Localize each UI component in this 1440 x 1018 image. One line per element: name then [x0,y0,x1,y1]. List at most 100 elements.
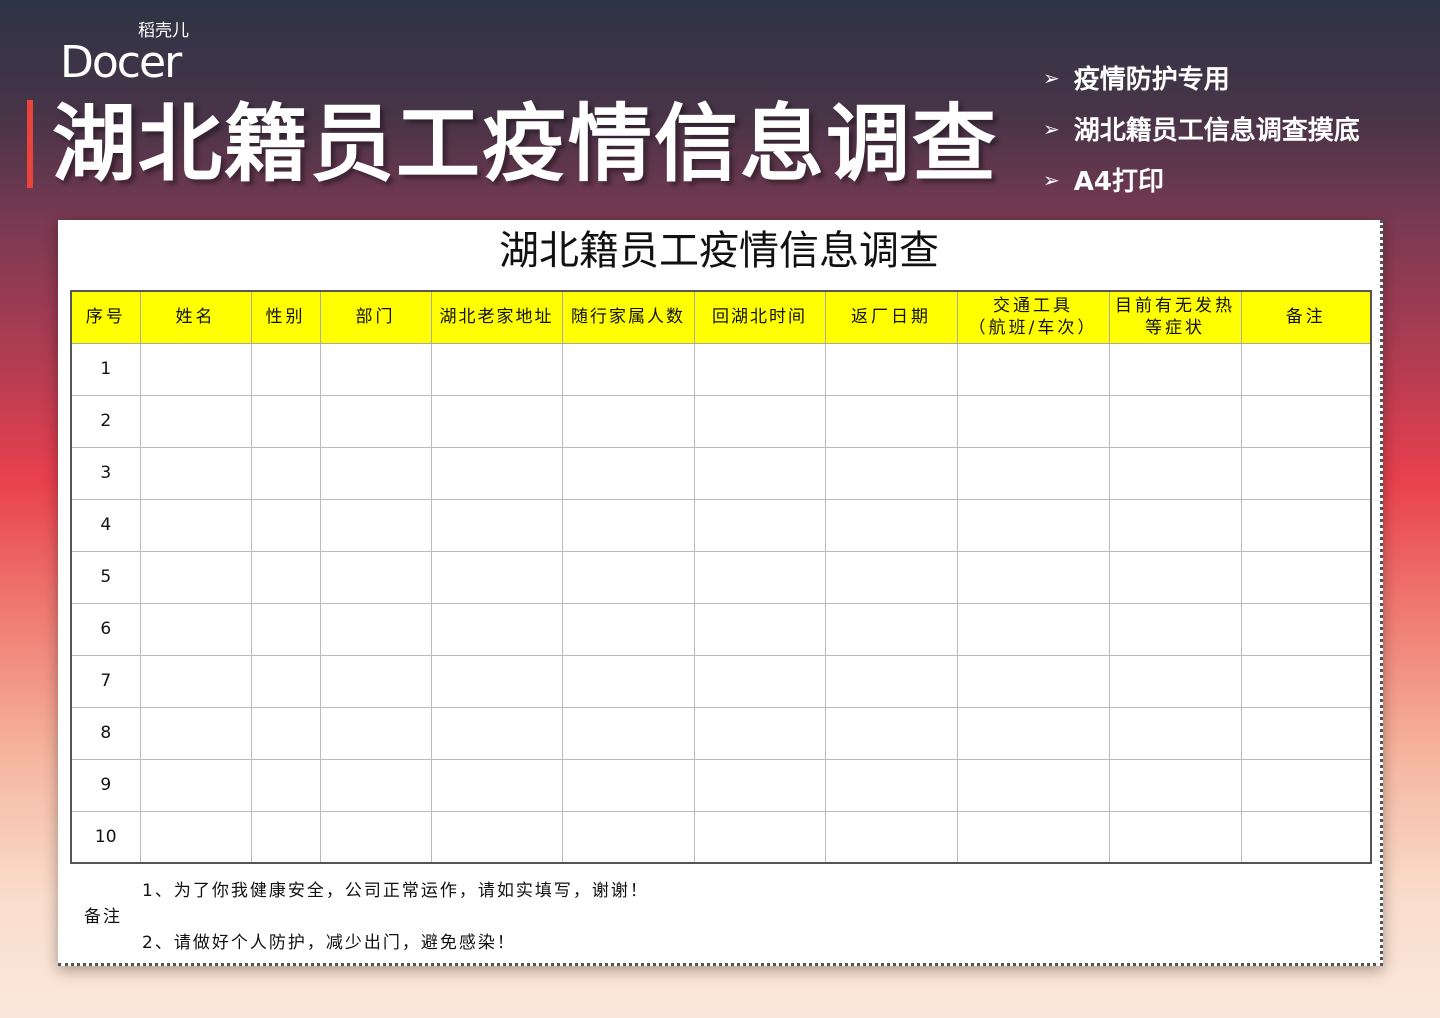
input-cell[interactable] [1240,654,1372,708]
input-cell[interactable] [956,394,1110,448]
input-cell[interactable] [430,550,563,604]
input-cell[interactable] [956,810,1110,864]
input-cell[interactable] [693,654,826,708]
input-cell[interactable] [139,706,252,760]
input-cell[interactable] [824,446,958,500]
input-cell[interactable] [430,654,563,708]
input-cell[interactable] [139,758,252,812]
input-cell[interactable] [1108,498,1242,552]
input-cell[interactable] [956,498,1110,552]
input-cell[interactable] [1108,810,1242,864]
input-cell[interactable] [824,602,958,656]
input-cell[interactable] [250,550,321,604]
input-cell[interactable] [1108,446,1242,500]
input-cell[interactable] [561,342,695,396]
input-cell[interactable] [1240,758,1372,812]
input-cell[interactable] [824,498,958,552]
input-cell[interactable] [561,602,695,656]
input-cell[interactable] [1240,810,1372,864]
input-cell[interactable] [693,446,826,500]
input-cell[interactable] [824,810,958,864]
input-cell[interactable] [430,394,563,448]
input-cell[interactable] [430,446,563,500]
input-cell[interactable] [430,342,563,396]
input-cell[interactable] [250,446,321,500]
input-cell[interactable] [824,706,958,760]
input-cell[interactable] [430,498,563,552]
input-cell[interactable] [139,446,252,500]
input-cell[interactable] [250,498,321,552]
input-cell[interactable] [693,602,826,656]
input-cell[interactable] [250,602,321,656]
input-cell[interactable] [430,602,563,656]
input-cell[interactable] [956,446,1110,500]
input-cell[interactable] [561,550,695,604]
input-cell[interactable] [1240,394,1372,448]
input-cell[interactable] [139,810,252,864]
input-cell[interactable] [1108,706,1242,760]
input-cell[interactable] [956,602,1110,656]
input-cell[interactable] [139,498,252,552]
input-cell[interactable] [824,394,958,448]
input-cell[interactable] [1108,342,1242,396]
input-cell[interactable] [956,706,1110,760]
input-cell[interactable] [1240,706,1372,760]
input-cell[interactable] [1240,550,1372,604]
input-cell[interactable] [824,654,958,708]
input-cell[interactable] [139,654,252,708]
input-cell[interactable] [250,758,321,812]
input-cell[interactable] [319,446,432,500]
input-cell[interactable] [693,706,826,760]
input-cell[interactable] [1108,394,1242,448]
input-cell[interactable] [430,706,563,760]
input-cell[interactable] [693,550,826,604]
input-cell[interactable] [319,654,432,708]
input-cell[interactable] [693,758,826,812]
input-cell[interactable] [139,342,252,396]
input-cell[interactable] [1108,654,1242,708]
input-cell[interactable] [139,602,252,656]
input-cell[interactable] [319,706,432,760]
input-cell[interactable] [430,810,563,864]
input-cell[interactable] [1240,498,1372,552]
input-cell[interactable] [250,342,321,396]
input-cell[interactable] [319,498,432,552]
input-cell[interactable] [319,810,432,864]
input-cell[interactable] [1108,758,1242,812]
input-cell[interactable] [824,342,958,396]
input-cell[interactable] [250,394,321,448]
input-cell[interactable] [1108,550,1242,604]
input-cell[interactable] [561,758,695,812]
input-cell[interactable] [250,654,321,708]
input-cell[interactable] [319,550,432,604]
input-cell[interactable] [1108,602,1242,656]
input-cell[interactable] [1240,602,1372,656]
input-cell[interactable] [250,810,321,864]
input-cell[interactable] [693,394,826,448]
input-cell[interactable] [1240,342,1372,396]
input-cell[interactable] [561,498,695,552]
input-cell[interactable] [693,342,826,396]
input-cell[interactable] [561,706,695,760]
input-cell[interactable] [693,810,826,864]
input-cell[interactable] [956,550,1110,604]
input-cell[interactable] [956,654,1110,708]
input-cell[interactable] [561,394,695,448]
input-cell[interactable] [319,394,432,448]
input-cell[interactable] [319,342,432,396]
input-cell[interactable] [561,654,695,708]
input-cell[interactable] [561,810,695,864]
input-cell[interactable] [139,394,252,448]
input-cell[interactable] [824,758,958,812]
input-cell[interactable] [1240,446,1372,500]
input-cell[interactable] [824,550,958,604]
input-cell[interactable] [319,758,432,812]
input-cell[interactable] [430,758,563,812]
input-cell[interactable] [956,342,1110,396]
input-cell[interactable] [956,758,1110,812]
input-cell[interactable] [250,706,321,760]
input-cell[interactable] [693,498,826,552]
input-cell[interactable] [319,602,432,656]
input-cell[interactable] [561,446,695,500]
input-cell[interactable] [139,550,252,604]
